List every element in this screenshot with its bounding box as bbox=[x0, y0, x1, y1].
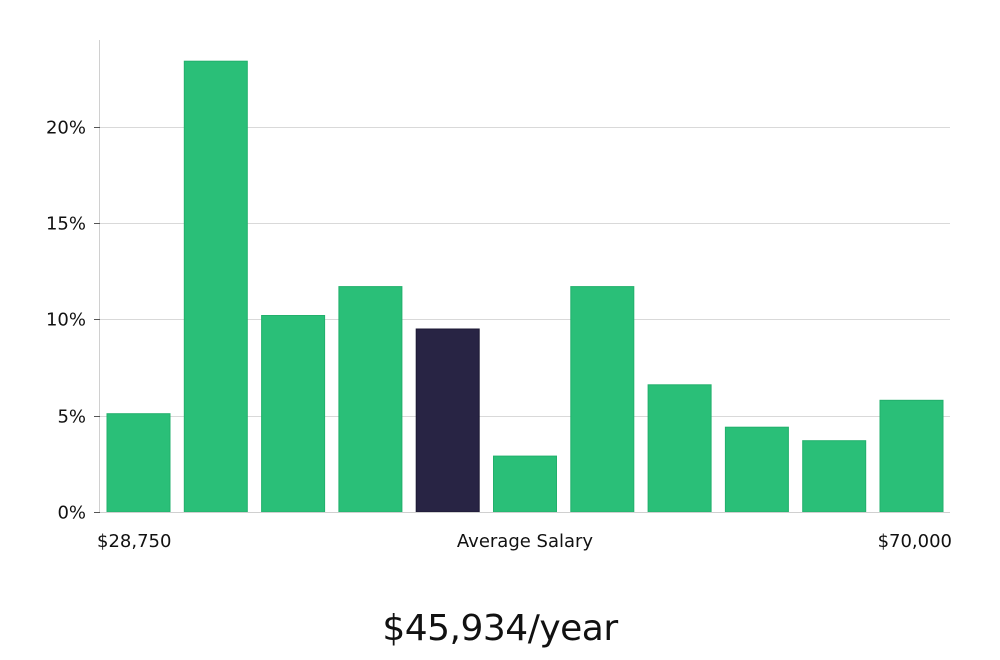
bar bbox=[106, 413, 171, 513]
bar bbox=[570, 286, 635, 513]
bar bbox=[338, 286, 403, 513]
y-axis-ticks: 0% 5% 10% 15% 20% bbox=[46, 118, 100, 524]
bar bbox=[879, 399, 944, 513]
bar bbox=[647, 384, 712, 513]
x-max-label: $70,000 bbox=[878, 531, 952, 552]
bar bbox=[183, 60, 248, 513]
bar-highlighted bbox=[415, 328, 480, 513]
y-tick-label: 15% bbox=[46, 214, 86, 235]
x-axis-title: Average Salary bbox=[457, 531, 594, 552]
bars bbox=[100, 60, 950, 513]
bar bbox=[724, 426, 789, 513]
bar bbox=[261, 315, 326, 513]
average-salary-value: $45,934/year bbox=[382, 608, 618, 649]
bar bbox=[802, 440, 867, 513]
y-tick-label: 10% bbox=[46, 310, 86, 331]
y-tick-label: 5% bbox=[57, 407, 86, 428]
y-tick-label: 0% bbox=[57, 503, 86, 524]
y-tick-label: 20% bbox=[46, 118, 86, 139]
bar bbox=[493, 455, 557, 513]
x-min-label: $28,750 bbox=[97, 531, 171, 552]
